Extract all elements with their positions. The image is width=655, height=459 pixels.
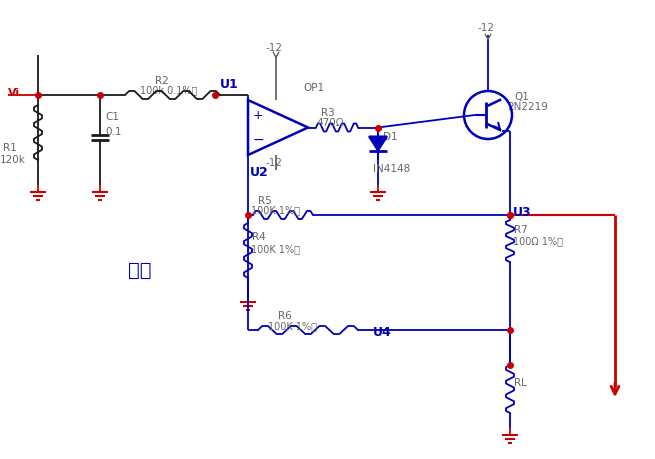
Text: RL: RL: [514, 378, 527, 388]
Text: 120k: 120k: [0, 155, 26, 165]
Text: R1: R1: [3, 143, 17, 153]
Text: -12: -12: [266, 158, 283, 168]
Polygon shape: [369, 136, 387, 151]
Text: 100K 1%。: 100K 1%。: [268, 321, 317, 331]
Text: R3: R3: [321, 108, 335, 118]
Text: U1: U1: [220, 78, 239, 91]
Text: C1: C1: [105, 112, 119, 122]
Text: OP1: OP1: [303, 83, 324, 93]
Text: 0.1: 0.1: [105, 127, 121, 137]
Text: -12: -12: [266, 43, 283, 53]
Text: R5: R5: [258, 196, 272, 206]
Text: R2: R2: [155, 76, 169, 86]
Text: 100K 1%。: 100K 1%。: [251, 244, 300, 254]
Text: R7: R7: [514, 225, 528, 235]
Text: R4: R4: [252, 232, 266, 242]
Text: IN4148: IN4148: [373, 164, 410, 174]
Text: Q1: Q1: [514, 92, 529, 102]
Text: -12: -12: [478, 23, 495, 33]
Text: 100K 1%。: 100K 1%。: [251, 205, 300, 215]
Text: 100Ω 1%。: 100Ω 1%。: [513, 236, 563, 246]
Text: 470Ω: 470Ω: [316, 118, 344, 128]
Text: 100k 0.1%。: 100k 0.1%。: [140, 85, 197, 95]
Text: U2: U2: [250, 167, 269, 179]
Text: 圖十: 圖十: [128, 261, 151, 280]
Text: R6: R6: [278, 311, 291, 321]
Text: U3: U3: [513, 207, 532, 219]
Text: Vi: Vi: [8, 88, 20, 98]
Text: D1: D1: [383, 133, 398, 142]
Text: 2N2219: 2N2219: [507, 102, 548, 112]
Text: +: +: [253, 109, 263, 122]
Text: −: −: [252, 133, 264, 146]
Text: U4: U4: [373, 325, 392, 338]
